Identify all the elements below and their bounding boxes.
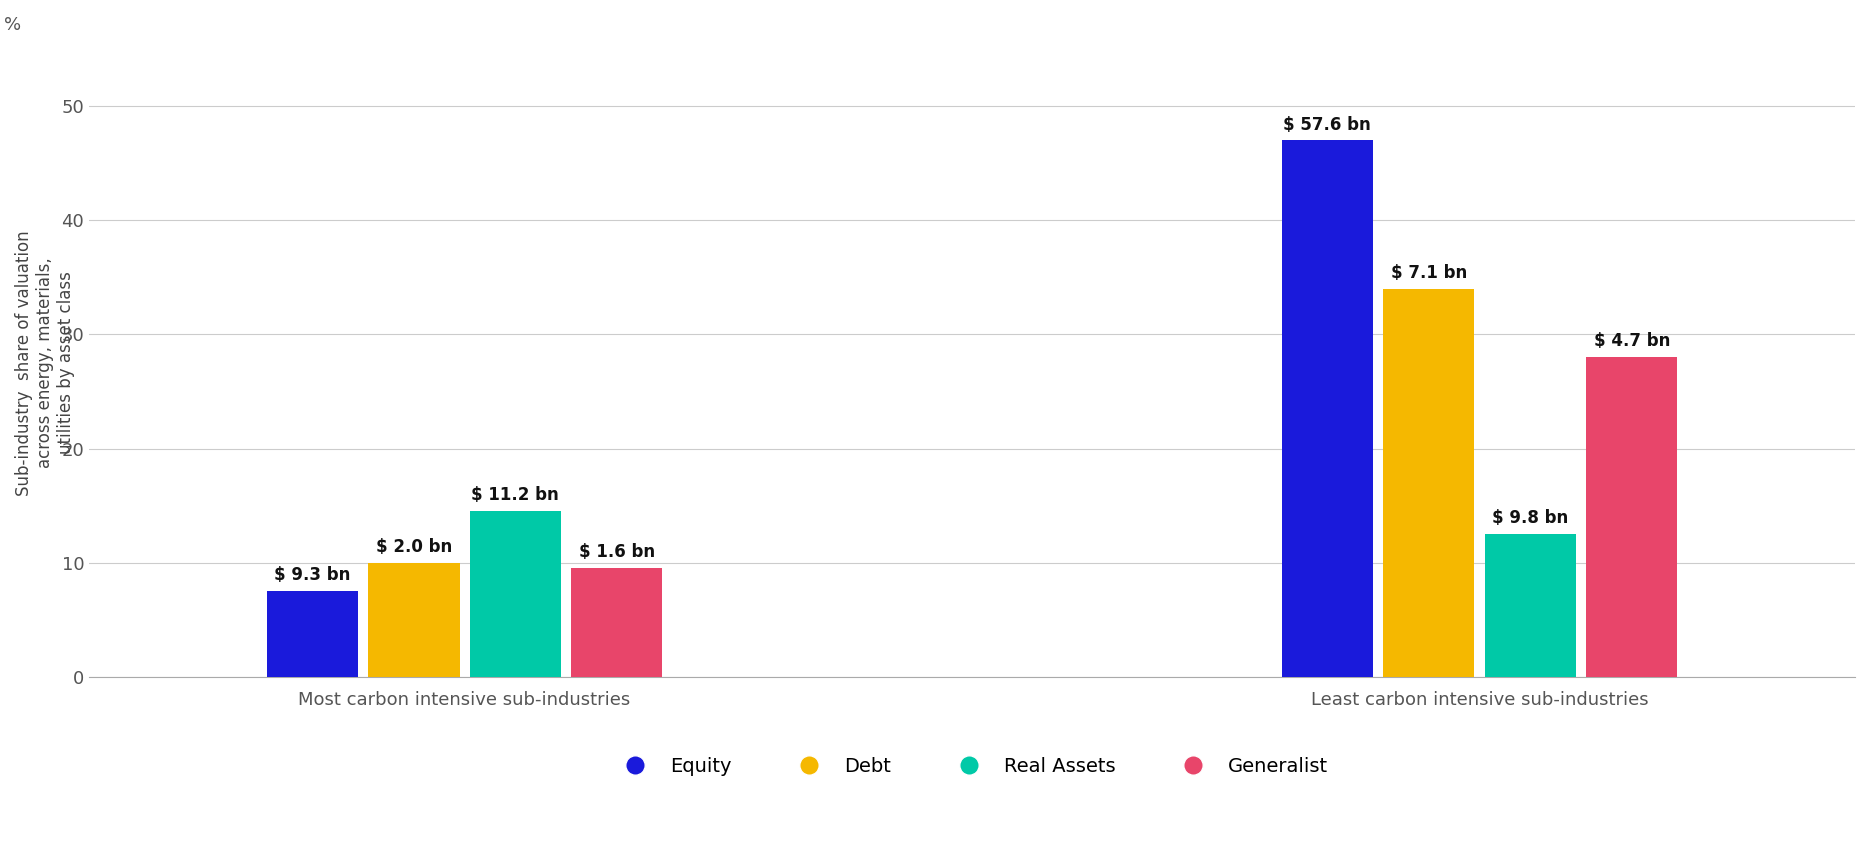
- Bar: [1281, 141, 1373, 677]
- Bar: [368, 562, 460, 677]
- Text: $ 9.3 bn: $ 9.3 bn: [275, 566, 350, 584]
- Text: $ 11.2 bn: $ 11.2 bn: [471, 486, 559, 504]
- Legend: Equity, Debt, Real Assets, Generalist: Equity, Debt, Real Assets, Generalist: [608, 749, 1337, 784]
- Bar: [1586, 357, 1677, 677]
- Bar: [267, 591, 357, 677]
- Bar: [1384, 289, 1474, 677]
- Text: $ 4.7 bn: $ 4.7 bn: [1593, 332, 1670, 351]
- Text: $ 7.1 bn: $ 7.1 bn: [1391, 264, 1466, 282]
- Text: $ 2.0 bn: $ 2.0 bn: [376, 538, 453, 556]
- Text: $ 9.8 bn: $ 9.8 bn: [1492, 509, 1569, 527]
- Bar: [469, 511, 561, 677]
- Text: %: %: [4, 15, 21, 34]
- Text: $ 1.6 bn: $ 1.6 bn: [578, 544, 654, 561]
- Text: $ 57.6 bn: $ 57.6 bn: [1283, 115, 1371, 134]
- Y-axis label: Sub-industry  share of valuation
across energy, materials,
utilities by asset cl: Sub-industry share of valuation across e…: [15, 230, 75, 496]
- Bar: [570, 568, 662, 677]
- Bar: [1485, 534, 1576, 677]
